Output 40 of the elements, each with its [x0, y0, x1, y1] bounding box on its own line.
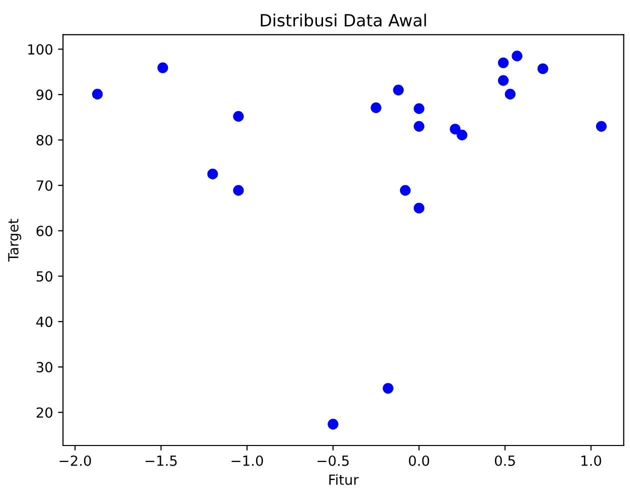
y-tick-label: 60 — [36, 226, 52, 236]
y-tick-label: 70 — [36, 180, 52, 191]
point — [498, 57, 509, 68]
point — [498, 75, 509, 86]
x-tick-label: −2.0 — [60, 455, 91, 466]
y-tick-label: 20 — [36, 407, 52, 418]
point — [596, 121, 607, 132]
x-tick-label: −0.5 — [318, 455, 349, 466]
x-tick-label: 0.0 — [408, 455, 430, 466]
point — [400, 185, 411, 196]
x-axis-title: Fitur — [329, 474, 359, 485]
y-axis-title: Target — [8, 218, 22, 262]
y-tick-label: 80 — [36, 134, 52, 146]
x-tick-label: −1.0 — [232, 455, 263, 466]
point — [207, 168, 218, 180]
point — [382, 382, 394, 394]
x-tick-label: 1.0 — [582, 455, 602, 466]
x-tick-label: −1.5 — [146, 456, 177, 466]
point — [538, 63, 548, 74]
point — [504, 88, 516, 100]
point — [370, 102, 382, 114]
point — [393, 84, 404, 96]
y-tick-label: 40 — [36, 316, 52, 328]
point — [328, 418, 338, 430]
chart-title: Distribusi Data Awal — [260, 14, 426, 27]
point — [414, 121, 424, 132]
y-tick-label: 30 — [36, 362, 52, 372]
point — [414, 103, 424, 114]
point — [157, 62, 168, 74]
point — [450, 124, 460, 134]
point — [92, 88, 103, 100]
point — [456, 130, 468, 140]
point — [414, 202, 424, 214]
y-tick-label: 90 — [36, 90, 52, 100]
point — [512, 50, 522, 62]
y-tick-label: 50 — [36, 271, 52, 282]
x-tick-label: 0.5 — [494, 455, 515, 466]
point — [233, 185, 244, 196]
point — [233, 111, 244, 122]
y-tick-label: 100 — [28, 44, 52, 55]
